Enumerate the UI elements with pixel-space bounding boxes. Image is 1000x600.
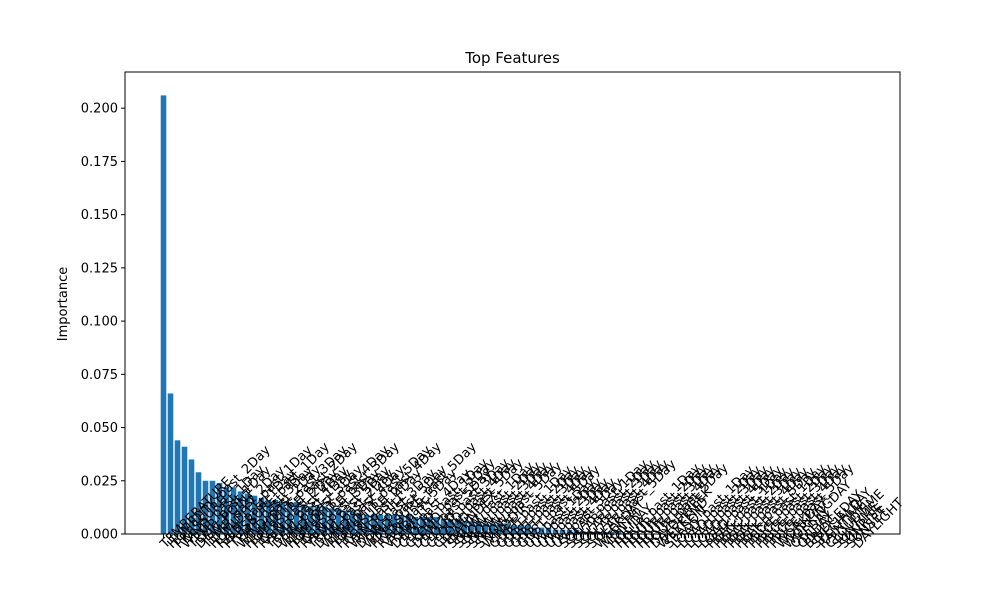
bar	[538, 527, 545, 534]
y-tick-label: 0.000	[81, 528, 118, 543]
bar	[202, 480, 209, 534]
bar	[552, 529, 559, 534]
bar	[272, 499, 279, 534]
bar	[489, 523, 496, 534]
bar	[209, 480, 216, 534]
bar	[629, 532, 636, 534]
bar	[293, 502, 300, 534]
y-tick-label: 0.150	[81, 208, 118, 223]
y-tick-label: 0.175	[81, 155, 118, 170]
bar	[342, 510, 349, 534]
bar	[496, 523, 503, 534]
bar	[377, 514, 384, 534]
bar	[475, 521, 482, 534]
bar	[531, 527, 538, 534]
bar	[265, 499, 272, 534]
bar	[314, 506, 321, 534]
bar	[188, 459, 195, 534]
bar	[468, 521, 475, 534]
bar	[566, 529, 573, 534]
bar	[482, 523, 489, 534]
bar	[237, 491, 244, 534]
bar	[433, 516, 440, 534]
bar	[335, 508, 342, 534]
y-tick-label: 0.200	[81, 102, 118, 117]
bar	[363, 514, 370, 534]
y-tick-label: 0.125	[81, 261, 118, 276]
bar	[244, 493, 251, 534]
bar	[307, 506, 314, 534]
bar	[615, 531, 622, 534]
bar	[174, 440, 181, 534]
bar	[594, 531, 601, 534]
bar	[391, 514, 398, 534]
y-axis-title: Importance	[56, 267, 71, 342]
bar	[419, 516, 426, 534]
bar	[167, 393, 174, 534]
chart-title: Top Features	[464, 49, 560, 67]
y-tick-label: 0.075	[81, 368, 118, 383]
y-tick-label: 0.025	[81, 474, 118, 489]
bar	[545, 527, 552, 534]
bar	[405, 514, 412, 534]
bar	[160, 95, 167, 535]
bar	[447, 519, 454, 534]
bar	[440, 519, 447, 534]
bar	[349, 510, 356, 534]
bar	[503, 523, 510, 534]
plot-frame	[124, 71, 901, 535]
y-tick-label: 0.050	[81, 421, 118, 436]
y-axis-ticks: 0.000 0.025 0.050 0.075 0.100 0.125 0.150 0.175…	[81, 102, 125, 543]
bar	[328, 508, 335, 534]
bar	[580, 531, 587, 534]
bar	[258, 497, 265, 534]
bar	[412, 516, 419, 534]
bar	[356, 512, 363, 534]
bar	[370, 514, 377, 534]
bar	[181, 446, 188, 534]
bar	[321, 506, 328, 534]
bar	[279, 502, 286, 534]
bar	[622, 532, 629, 534]
bar	[601, 531, 608, 534]
bar	[573, 529, 580, 534]
bar	[559, 529, 566, 534]
bar	[426, 516, 433, 534]
bar	[230, 487, 237, 534]
bar	[195, 472, 202, 534]
bar	[223, 487, 230, 534]
bar	[524, 525, 531, 534]
x-axis-ticks: TEMPERATUREHUMIDITY_past_2DayPRESSUREWIN…	[157, 440, 907, 553]
bar	[384, 514, 391, 534]
bar	[251, 495, 258, 534]
bar	[398, 514, 405, 534]
bar	[517, 525, 524, 534]
bar	[216, 482, 223, 534]
bar	[454, 519, 461, 534]
bar	[286, 502, 293, 534]
bar	[300, 504, 307, 534]
bar	[587, 531, 594, 534]
bar	[461, 521, 468, 534]
bar	[608, 531, 615, 534]
y-tick-label: 0.100	[81, 315, 118, 330]
bar	[510, 525, 517, 534]
